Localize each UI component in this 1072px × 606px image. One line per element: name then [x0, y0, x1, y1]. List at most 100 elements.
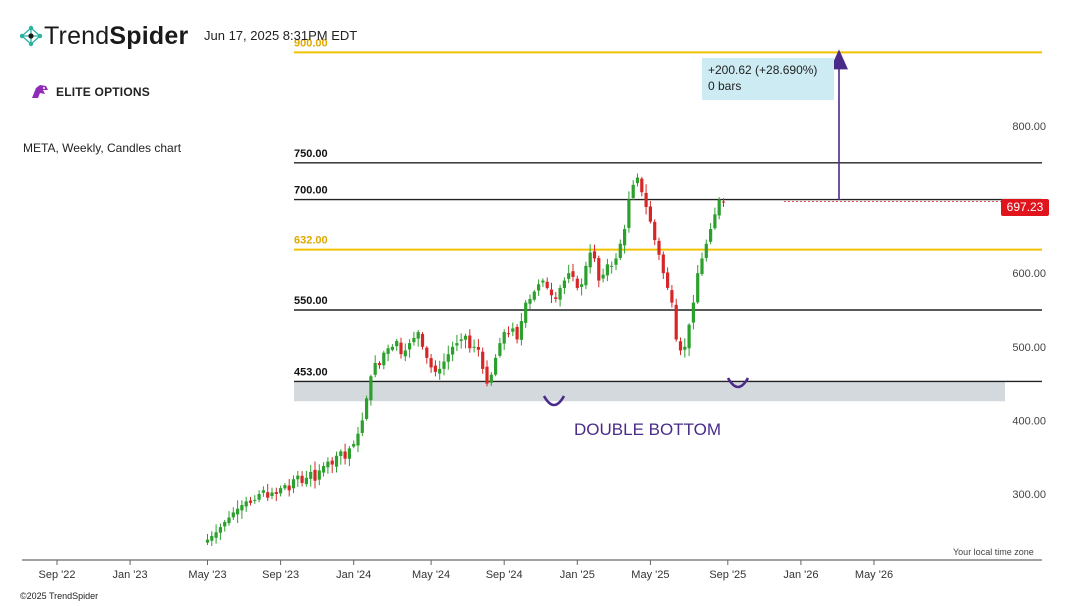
candle-body [511, 328, 515, 332]
candle [236, 500, 240, 523]
candle [223, 519, 227, 532]
candle-body [240, 505, 244, 511]
candle [339, 449, 343, 465]
candle [274, 487, 278, 502]
candle [489, 372, 493, 386]
candle-body [270, 492, 274, 496]
candle [313, 461, 317, 489]
candle [412, 331, 416, 346]
candle [580, 278, 584, 296]
candle [640, 176, 644, 197]
candle-body [287, 485, 291, 491]
candle [334, 451, 339, 473]
partner-logo: ELITE OPTIONS [30, 82, 150, 102]
x-tick-label: Sep '22 [39, 569, 76, 581]
candle-body [678, 341, 683, 351]
y-tick-label: 600.00 [1012, 268, 1046, 280]
level-label: 900.00 [294, 37, 328, 49]
candle-body [610, 265, 614, 267]
candle [691, 294, 695, 330]
chart-subtitle: META, Weekly, Candles chart [23, 141, 182, 155]
candle [214, 524, 218, 544]
candle [373, 355, 377, 378]
candle [661, 251, 665, 279]
candle-body [205, 539, 210, 543]
x-tick-label: Jan '26 [783, 569, 818, 581]
candle-body [309, 471, 313, 479]
candle [420, 331, 425, 350]
candle [343, 443, 347, 465]
current-price-tag: 697.23 [1001, 199, 1049, 216]
candle [356, 426, 360, 453]
candle [455, 334, 459, 352]
candle [347, 445, 351, 467]
candle [352, 440, 356, 449]
candle-body [438, 368, 442, 374]
candle [558, 284, 562, 307]
copyright: ©2025 TrendSpider [20, 591, 99, 601]
candle-body [408, 343, 412, 350]
measure-tooltip: +200.62 (+28.690%) 0 bars [702, 58, 834, 100]
candle [635, 173, 640, 187]
candle-body [601, 274, 605, 279]
x-tick-label: May '24 [412, 569, 450, 581]
candle-body [657, 240, 661, 255]
horizontal-levels: 900.00 750.00 700.00 632.00 550.00 453.00 [294, 37, 1042, 383]
candle [653, 219, 657, 246]
candle-body [429, 358, 433, 368]
candle [218, 523, 222, 540]
candle-body [223, 521, 227, 527]
level-label: 700.00 [294, 185, 328, 197]
candle [377, 361, 382, 369]
candle-body [661, 254, 665, 274]
candle-body [631, 184, 635, 198]
candle-body [463, 335, 468, 340]
candle [571, 263, 575, 282]
candle [511, 322, 515, 337]
candle-body [416, 332, 420, 339]
candle-body [343, 451, 347, 459]
candle [270, 487, 274, 500]
candle-body [339, 451, 343, 456]
candle [304, 470, 308, 487]
candle-body [403, 350, 407, 357]
candle [528, 294, 532, 309]
candle-body [532, 291, 536, 300]
candle-body [257, 494, 261, 500]
candle-body [266, 492, 270, 498]
candle [360, 412, 364, 437]
candle-body [605, 264, 609, 276]
candle-body [666, 272, 670, 288]
candle-body [330, 460, 334, 465]
candle [476, 339, 480, 357]
candle-body [236, 508, 240, 515]
candle-body [554, 297, 558, 299]
candle-body [326, 461, 330, 468]
candle [494, 354, 498, 377]
candle [326, 457, 330, 474]
candle [614, 253, 618, 271]
candle [210, 531, 214, 546]
candle [240, 500, 244, 519]
candle [713, 207, 717, 230]
candle-body [584, 265, 588, 286]
candle-body [244, 501, 248, 507]
candle [717, 197, 721, 220]
candle-body [481, 351, 485, 369]
candle-body [253, 499, 257, 501]
candle-body [541, 280, 545, 283]
x-tick-label: Sep '23 [262, 569, 299, 581]
candle [721, 198, 726, 207]
candle-body [635, 177, 640, 184]
candle [395, 338, 399, 351]
candle-body [592, 251, 597, 259]
candle [365, 395, 369, 421]
candle [386, 344, 390, 362]
candle [683, 338, 687, 358]
candle [498, 337, 502, 358]
candle [515, 324, 519, 344]
candle-body [571, 271, 575, 277]
candle [438, 360, 442, 380]
candle [429, 353, 433, 373]
